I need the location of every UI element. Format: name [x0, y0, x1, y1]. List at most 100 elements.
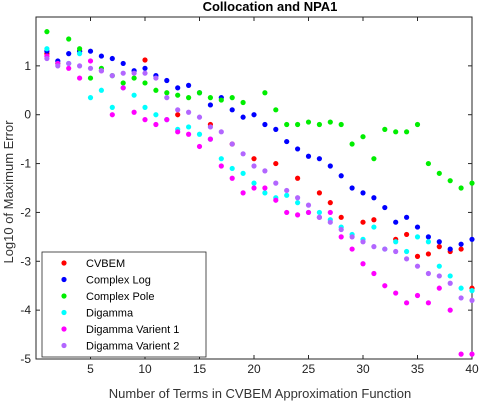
data-point: [393, 239, 399, 245]
data-point: [87, 65, 94, 71]
data-point: [120, 80, 126, 86]
data-point: [338, 234, 344, 240]
data-point: [316, 121, 322, 128]
data-point: [186, 109, 192, 115]
data-point: [120, 70, 126, 76]
data-point: [218, 156, 224, 162]
data-point: [404, 214, 410, 220]
data-point: [458, 241, 464, 247]
data-point: [109, 55, 115, 62]
data-point: [251, 112, 257, 118]
data-point: [425, 270, 431, 277]
data-point: [262, 121, 268, 128]
data-point: [414, 292, 421, 299]
data-point: [404, 129, 410, 135]
data-point: [436, 273, 442, 279]
y-tick-label: -3: [20, 254, 31, 268]
data-point: [240, 170, 246, 176]
data-point: [404, 256, 410, 262]
data-point: [425, 251, 431, 257]
data-point: [77, 63, 83, 69]
data-point: [469, 351, 475, 357]
data-point: [371, 244, 377, 250]
data-point: [316, 156, 322, 162]
data-point: [164, 117, 170, 123]
data-point: [262, 90, 268, 96]
data-point: [207, 124, 213, 130]
data-point: [153, 121, 159, 128]
data-point: [295, 195, 301, 201]
data-point: [316, 209, 322, 216]
data-point: [436, 170, 442, 176]
data-point: [458, 185, 464, 191]
data-point: [240, 99, 246, 106]
data-point: [87, 58, 94, 64]
data-point: [393, 248, 399, 255]
data-point: [186, 95, 192, 101]
data-point: [338, 173, 344, 179]
data-point: [360, 219, 366, 225]
data-point: [175, 107, 181, 113]
data-point: [436, 244, 442, 250]
legend-label: Digamma Varient 2: [86, 341, 179, 353]
data-point: [371, 156, 377, 162]
data-point: [371, 217, 377, 223]
data-point: [98, 53, 104, 59]
data-point: [207, 95, 213, 101]
data-point: [349, 234, 355, 240]
data-point: [295, 212, 301, 218]
data-point: [131, 92, 137, 98]
data-point: [186, 82, 192, 88]
data-point: [284, 209, 290, 216]
data-point: [186, 124, 192, 130]
data-point: [404, 231, 410, 238]
y-tick-label: -5: [20, 352, 31, 366]
data-point: [382, 283, 388, 289]
data-point: [164, 90, 170, 96]
data-point: [44, 55, 50, 62]
data-point: [458, 285, 464, 291]
data-point: [273, 180, 279, 186]
data-point: [142, 57, 148, 63]
data-point: [218, 163, 224, 169]
data-point: [469, 297, 475, 303]
legend-label: CVBEM: [86, 258, 125, 270]
chart-title: Collocation and NPA1: [203, 0, 338, 14]
data-point: [327, 200, 333, 206]
data-point: [153, 75, 159, 81]
data-point: [98, 68, 104, 74]
data-point: [98, 87, 104, 93]
data-point: [175, 92, 181, 98]
data-point: [273, 126, 279, 132]
data-point: [327, 119, 333, 125]
data-point: [447, 273, 453, 279]
x-tick-label: 35: [411, 362, 425, 376]
data-point: [142, 117, 148, 123]
legend-label: Digamma Varient 1: [86, 324, 179, 336]
x-tick-label: 40: [465, 362, 479, 376]
data-point: [360, 261, 366, 267]
data-point: [414, 263, 421, 269]
data-point: [218, 97, 224, 103]
data-point: [327, 209, 333, 216]
data-point: [316, 214, 322, 220]
data-point: [77, 75, 83, 81]
data-point: [229, 175, 235, 181]
data-point: [404, 248, 410, 255]
data-point: [425, 239, 431, 245]
data-point: [393, 219, 399, 225]
data-point: [109, 104, 115, 110]
data-point: [240, 114, 246, 120]
data-point: [262, 168, 268, 174]
data-point: [360, 190, 366, 196]
data-point: [120, 60, 126, 67]
data-point: [240, 190, 246, 196]
data-point: [338, 121, 344, 128]
data-point: [251, 163, 257, 169]
data-point: [469, 236, 475, 242]
data-point: [458, 246, 464, 252]
legend-label: Digamma: [86, 308, 134, 320]
data-point: [425, 160, 431, 167]
data-point: [273, 160, 279, 167]
